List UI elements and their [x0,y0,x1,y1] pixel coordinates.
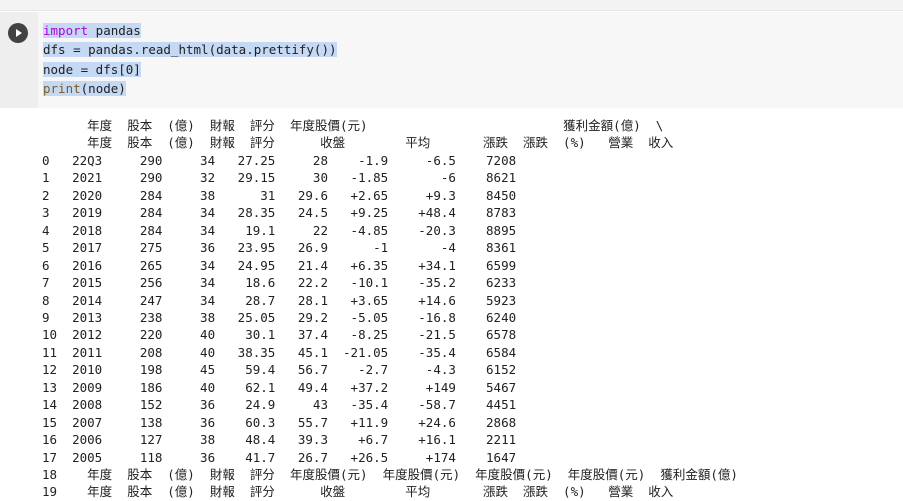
output-line: 2 2020 284 38 31 29.6 +2.65 +9.3 8450 [42,187,517,203]
code-line[interactable]: node = dfs[0] [43,60,141,79]
output-line: 3 2019 284 34 28.35 24.5 +9.25 +48.4 878… [42,205,517,221]
output-line: 11 2011 208 40 38.35 45.1 -21.05 -35.4 6… [42,344,517,360]
output-line: 16 2006 127 38 48.4 39.3 +6.7 +16.1 2211 [42,432,517,448]
code-editor[interactable]: import pandas dfs = pandas.read_html(dat… [38,12,903,108]
code-token: node = dfs[0] [43,62,141,77]
output-line: 14 2008 152 36 24.9 43 -35.4 -58.7 4451 [42,397,517,413]
output-line: 8 2014 247 34 28.7 28.1 +3.65 +14.6 5923 [42,292,517,308]
code-token: (node) [80,81,126,96]
output-line: 17 2005 118 36 41.7 26.7 +26.5 +174 1647 [42,449,517,465]
cell-output: 年度 股本 (億) 財報 評分 年度股價(元) 獲利金額(億) \ 年度 股本 … [0,112,903,499]
output-line: 5 2017 275 36 23.95 26.9 -1 -4 8361 [42,240,517,256]
output-line: 19 年度 股本 (億) 財報 評分 收盤 平均 漲跌 漲跌 (%) 營業 收入 [42,484,674,500]
code-line[interactable]: print(node) [43,79,126,98]
code-line[interactable]: import pandas [43,21,141,40]
output-line: 10 2012 220 40 30.1 37.4 -8.25 -21.5 657… [42,327,517,343]
output-line: 9 2013 238 38 25.05 29.2 -5.05 -16.8 624… [42,309,517,325]
output-line: 4 2018 284 34 19.1 22 -4.85 -20.3 8895 [42,222,517,238]
notebook-top-strip [0,0,903,11]
output-line: 6 2016 265 34 24.95 21.4 +6.35 +34.1 659… [42,257,517,273]
output-line: 0 22Q3 290 34 27.25 28 -1.9 -6.5 7208 [42,152,517,168]
play-icon [16,29,22,37]
output-line: 7 2015 256 34 18.6 22.2 -10.1 -35.2 6233 [42,275,517,291]
code-cell[interactable]: import pandas dfs = pandas.read_html(dat… [0,12,903,108]
output-line: 12 2010 198 45 59.4 56.7 -2.7 -4.3 6152 [42,362,517,378]
code-token: pandas [88,23,141,38]
output-line: 18 年度 股本 (億) 財報 評分 年度股價(元) 年度股價(元) 年度股價(… [42,467,738,482]
output-line: 15 2007 138 36 60.3 55.7 +11.9 +24.6 286… [42,414,517,430]
output-line: 13 2009 186 40 62.1 49.4 +37.2 +149 5467 [42,379,517,395]
output-line: 1 2021 290 32 29.15 30 -1.85 -6 8621 [42,170,517,186]
code-token: dfs = pandas.read_html(data.prettify()) [43,42,337,57]
output-line: 年度 股本 (億) 財報 評分 收盤 平均 漲跌 漲跌 (%) 營業 收入 [42,135,674,151]
code-token: import [43,23,89,38]
output-line: 年度 股本 (億) 財報 評分 年度股價(元) 獲利金額(億) \ [42,118,664,133]
code-line[interactable]: dfs = pandas.read_html(data.prettify()) [43,40,337,59]
code-token: print [43,81,81,96]
run-cell-button[interactable] [8,23,28,43]
